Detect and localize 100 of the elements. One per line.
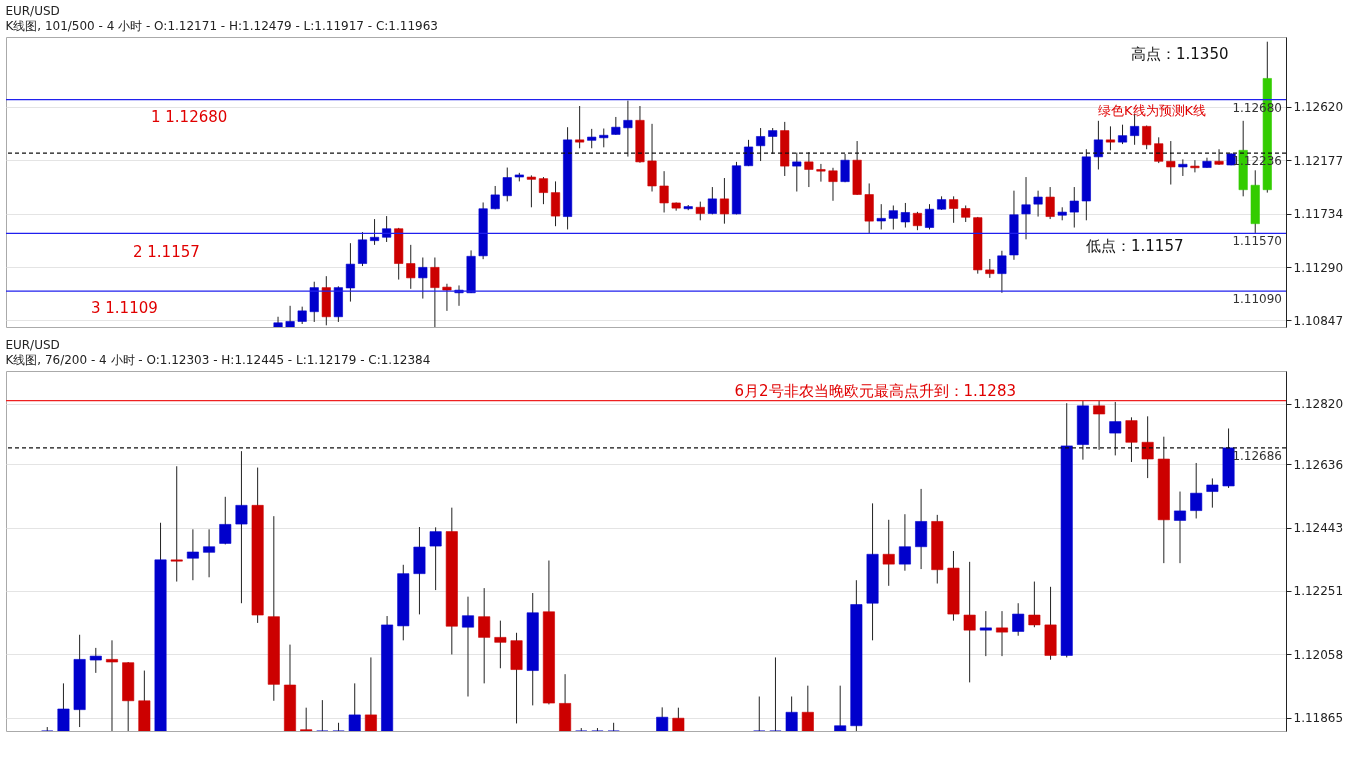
candlestick xyxy=(753,696,766,731)
candlestick xyxy=(840,153,850,183)
chart-subtitle: K线图, 101/500 - 4 小时 - O:1.12171 - H:1.12479 - L:1.11917 - C:1.11963 xyxy=(5,19,438,33)
candlestick xyxy=(997,250,1007,294)
candlestick xyxy=(949,195,959,224)
candlestick xyxy=(768,127,778,155)
candlestick xyxy=(273,316,283,327)
candlestick xyxy=(828,167,838,202)
candlestick xyxy=(1178,158,1188,177)
candlestick xyxy=(1154,136,1164,164)
candlestick xyxy=(801,685,814,731)
ref-line-label: 1.11570 xyxy=(1232,234,1282,249)
y-tick-label: 1.10847 xyxy=(1293,313,1344,328)
candlestick xyxy=(1166,140,1176,186)
candlestick xyxy=(876,203,886,230)
y-tick-label: 1.11865 xyxy=(1293,711,1344,726)
candlestick xyxy=(1033,190,1043,218)
candlestick xyxy=(170,465,183,583)
candlestick xyxy=(1190,159,1200,173)
y-tick-label: 1.11734 xyxy=(1293,207,1344,222)
candlestick xyxy=(888,204,898,230)
candlestick xyxy=(785,696,798,731)
candlestick xyxy=(442,283,452,312)
chart-title: EUR/USD xyxy=(5,338,60,352)
chart-subtitle: K线图, 76/200 - 4 小时 - O:1.12303 - H:1.12445 - L:1.12179 - C:1.12384 xyxy=(5,353,431,367)
candlestick xyxy=(816,163,826,183)
candlestick xyxy=(1125,416,1138,463)
candlestick xyxy=(1045,186,1055,220)
candlestick xyxy=(912,211,922,231)
candlestick xyxy=(575,105,585,149)
candlestick xyxy=(1118,124,1128,145)
candlestick xyxy=(1069,186,1079,229)
candlestick xyxy=(478,587,491,684)
candlestick xyxy=(418,257,428,300)
candlestick xyxy=(900,202,910,229)
candlestick xyxy=(599,128,609,148)
candlestick xyxy=(357,231,368,267)
candlestick xyxy=(1190,462,1203,519)
candlestick xyxy=(963,561,976,683)
candlestick xyxy=(996,610,1008,657)
y-tick-label: 1.12443 xyxy=(1293,521,1344,536)
candlestick xyxy=(106,639,118,731)
candlestick xyxy=(985,258,995,279)
candlestick xyxy=(538,176,548,205)
annotation: 3 1.1109 xyxy=(91,299,158,317)
annotation: 高点：1.1350 xyxy=(1131,45,1229,63)
candlestick xyxy=(769,656,782,731)
candlestick xyxy=(1214,148,1224,166)
chart-title: EUR/USD xyxy=(5,4,60,18)
candlestick xyxy=(203,528,216,578)
candlestick xyxy=(898,513,911,572)
candlestick xyxy=(235,450,248,604)
candlestick xyxy=(316,699,329,731)
annotation: 1 1.12680 xyxy=(151,108,228,126)
candlestick xyxy=(89,647,102,674)
y-tick-label: 1.12620 xyxy=(1293,100,1344,115)
candlestick xyxy=(1105,125,1115,151)
y-tick-label: 1.12251 xyxy=(1293,584,1344,599)
candlestick xyxy=(719,177,729,225)
candlestick xyxy=(979,610,992,657)
candlestick xyxy=(430,257,440,327)
candlestick xyxy=(462,596,474,698)
candlestick xyxy=(57,682,70,731)
candlestick xyxy=(502,167,512,202)
candlestick xyxy=(348,682,361,731)
candlestick xyxy=(1021,176,1031,240)
y-tick-label: 1.12636 xyxy=(1293,457,1344,472)
candlestick xyxy=(1028,581,1041,628)
candlestick xyxy=(792,152,802,193)
candlestick xyxy=(882,519,895,587)
candlestick xyxy=(623,100,633,158)
annotation: 低点：1.1157 xyxy=(1086,237,1184,255)
candlestick xyxy=(551,180,561,227)
candlestick xyxy=(1093,400,1106,451)
y-tick-label: 1.12820 xyxy=(1293,397,1344,412)
candlestick xyxy=(659,170,669,213)
candlestick xyxy=(707,186,717,215)
candlestick xyxy=(370,218,380,246)
candlestick xyxy=(1141,415,1154,479)
candlestick xyxy=(1093,120,1103,170)
candlestick xyxy=(186,528,199,581)
y-tick-label: 1.12177 xyxy=(1293,153,1344,168)
candlestick xyxy=(924,203,935,230)
candlestick xyxy=(744,139,754,167)
annotation: 2 1.1157 xyxy=(133,243,200,261)
candlestick xyxy=(345,242,355,303)
candlestick xyxy=(1109,401,1122,456)
annotation: 绿色K线为预测K线 xyxy=(1098,103,1207,118)
y-tick-label: 1.11290 xyxy=(1293,260,1344,275)
candlestick xyxy=(429,526,442,591)
candlestick xyxy=(494,620,507,669)
candlestick xyxy=(406,244,416,290)
candlestick xyxy=(1206,477,1219,509)
candlestick xyxy=(587,128,597,149)
candlestick xyxy=(364,656,377,731)
candlestick xyxy=(1174,491,1186,564)
candlestick xyxy=(219,496,232,545)
candlestick xyxy=(756,127,766,162)
annotation: 6月2号非农当晚欧元最高点升到：1.1283 xyxy=(734,382,1016,400)
ref-line-label: 1.11090 xyxy=(1232,292,1282,307)
